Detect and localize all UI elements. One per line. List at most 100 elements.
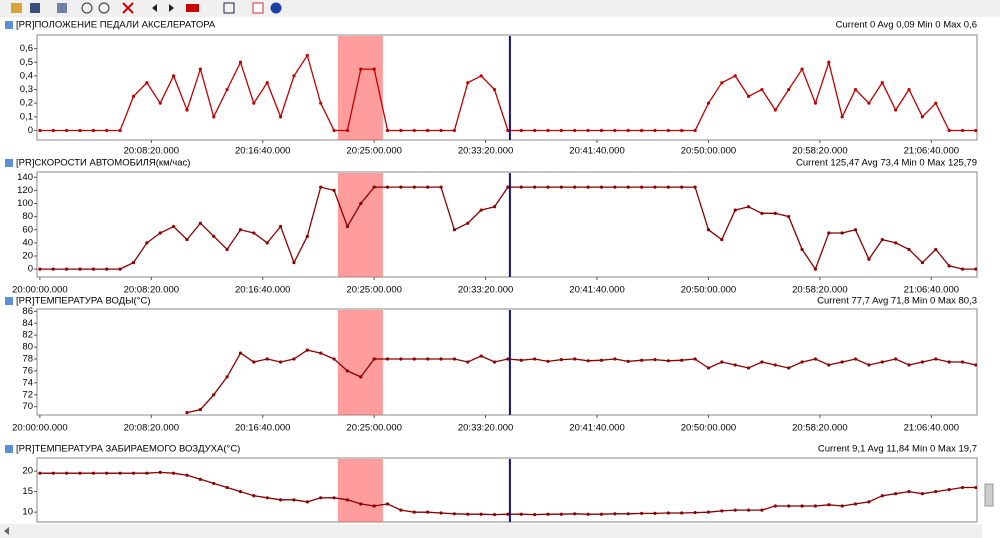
data-point	[733, 208, 737, 212]
data-point	[586, 359, 590, 363]
grid-button[interactable]	[223, 2, 235, 14]
data-line	[186, 349, 977, 414]
data-point	[586, 512, 590, 516]
data-point	[546, 512, 550, 516]
data-point	[91, 471, 95, 475]
data-point	[573, 185, 577, 189]
data-point	[506, 128, 510, 133]
cut-button[interactable]	[57, 3, 67, 13]
data-point	[492, 513, 497, 517]
data-point	[332, 357, 336, 361]
scroll-left[interactable]	[4, 527, 9, 535]
data-point	[385, 502, 390, 506]
data-point	[947, 487, 951, 492]
data-point	[907, 247, 911, 252]
y-tick-label: 60	[22, 224, 33, 235]
data-point	[78, 267, 82, 271]
color-button[interactable]	[186, 4, 199, 12]
x-tick-label: 20:08:20.000	[124, 423, 179, 434]
data-point	[452, 357, 457, 361]
data-point	[920, 360, 925, 364]
data-point	[853, 228, 858, 232]
data-point	[720, 509, 724, 513]
data-point	[158, 470, 162, 474]
data-point	[118, 128, 122, 133]
data-point	[599, 128, 604, 133]
data-point	[573, 357, 577, 361]
data-point	[319, 351, 323, 355]
data-point	[746, 205, 751, 209]
data-point	[706, 101, 711, 105]
zoom-out-button[interactable]	[98, 2, 110, 14]
data-point	[519, 512, 523, 516]
data-point	[265, 357, 269, 361]
data-point	[559, 128, 563, 133]
data-point	[278, 224, 283, 229]
data-point	[105, 128, 109, 133]
zoom-in-button[interactable]	[81, 2, 93, 14]
next-button[interactable]	[169, 4, 174, 12]
data-point	[880, 237, 884, 242]
data-point	[426, 185, 430, 189]
delete-button[interactable]	[122, 2, 134, 14]
data-point	[452, 228, 457, 232]
data-point	[813, 357, 818, 361]
horizontal-scrollbar[interactable]	[0, 524, 982, 538]
data-point	[907, 87, 911, 92]
save-button[interactable]	[30, 3, 40, 13]
data-point	[760, 211, 764, 215]
x-tick-label: 20:58:20.000	[792, 146, 847, 157]
data-point	[332, 496, 336, 500]
data-point	[666, 511, 670, 515]
data-point	[599, 185, 604, 189]
data-point	[680, 128, 684, 133]
data-point	[385, 128, 390, 133]
data-point	[680, 358, 684, 362]
data-point	[907, 363, 911, 367]
data-point	[131, 94, 136, 98]
data-point	[172, 224, 176, 229]
plot-area	[36, 308, 978, 416]
data-point	[546, 359, 550, 364]
data-point	[185, 473, 189, 477]
data-point	[813, 504, 818, 508]
data-point	[840, 231, 844, 235]
panel: [PR]ТЕМПЕРАТУРА ВОДЫ(°C) Current 77,7 Avg…	[5, 296, 978, 434]
data-point	[466, 221, 470, 225]
data-point	[626, 512, 630, 516]
x-tick-label: 20:50:00.000	[681, 285, 736, 296]
x-tick-label: 20:25:00.000	[346, 423, 401, 434]
data-point	[372, 357, 376, 361]
data-point	[746, 508, 751, 512]
data-point	[613, 128, 617, 133]
data-point	[145, 241, 149, 245]
y-tick-label: 80	[22, 211, 33, 222]
data-point	[840, 115, 844, 119]
y-tick-label: 15	[22, 486, 33, 497]
data-point	[185, 237, 189, 242]
data-point	[506, 357, 510, 361]
chart-button[interactable]	[252, 2, 264, 14]
data-point	[265, 496, 269, 500]
data-point	[573, 128, 577, 133]
data-point	[212, 234, 216, 238]
data-point	[78, 471, 82, 475]
data-point	[720, 81, 724, 85]
data-point	[105, 267, 109, 271]
data-point	[934, 247, 938, 252]
data-point	[252, 494, 256, 498]
open-button[interactable]	[11, 3, 22, 13]
data-point	[372, 185, 376, 189]
data-point	[65, 267, 69, 271]
x-tick-label: 20:33:20.000	[458, 146, 513, 157]
prev-button[interactable]	[152, 4, 157, 12]
data-point	[827, 363, 831, 367]
data-point	[426, 128, 430, 133]
x-tick-label: 21:06:40.000	[904, 423, 959, 434]
data-point	[653, 511, 657, 515]
data-point	[158, 231, 162, 235]
info-button[interactable]	[270, 2, 282, 14]
vertical-scroll-thumb[interactable]	[984, 483, 994, 507]
data-point	[359, 201, 363, 206]
data-point	[198, 221, 202, 225]
